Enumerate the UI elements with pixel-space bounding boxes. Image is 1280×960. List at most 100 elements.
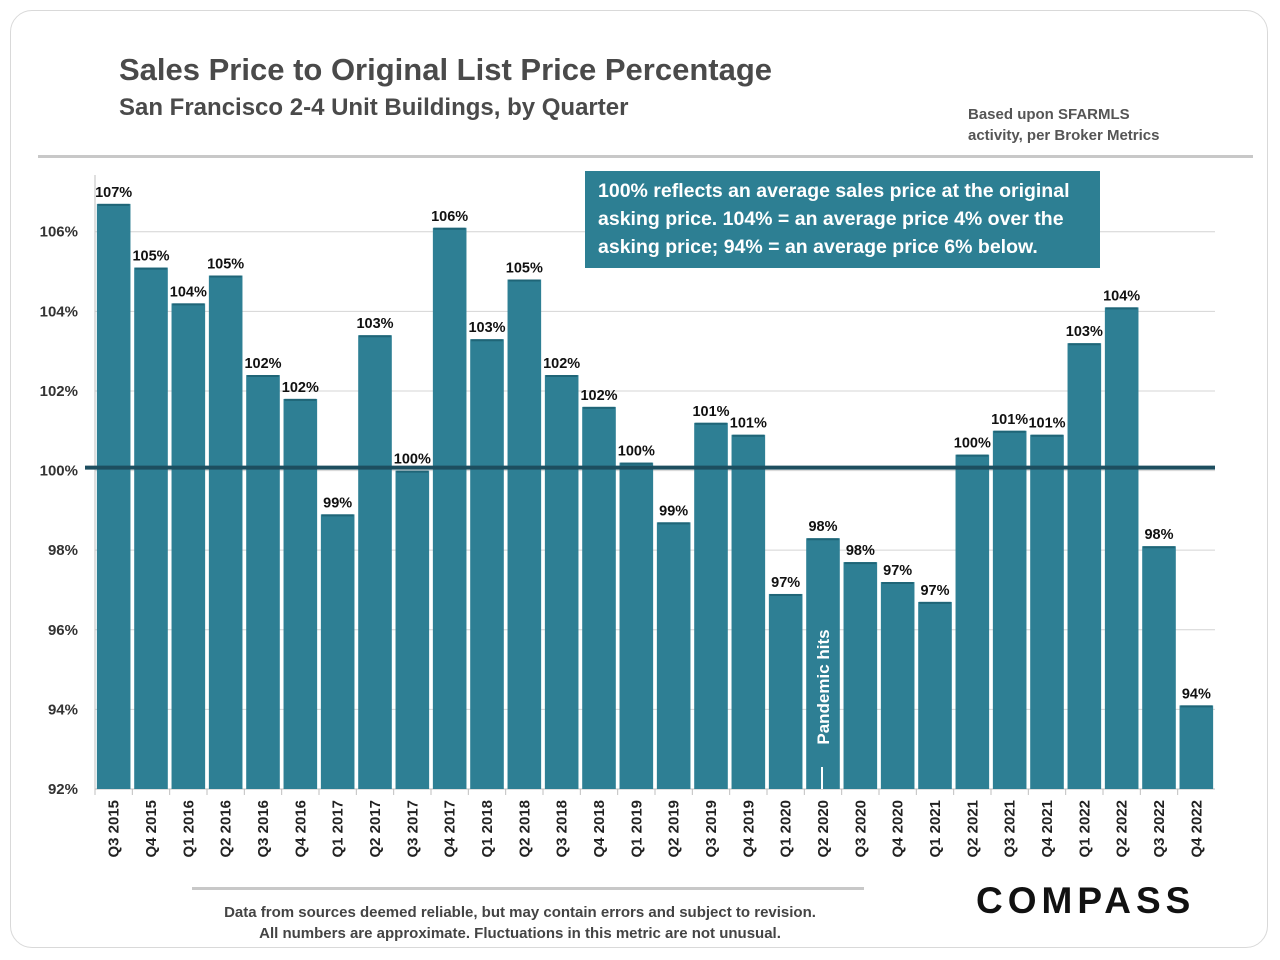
bar	[656, 522, 691, 789]
data-label: 106%	[431, 209, 468, 225]
bar	[320, 514, 355, 789]
bar	[955, 454, 990, 789]
x-tick-label: Q1 2018	[479, 800, 496, 858]
x-tick-label: Q1 2020	[778, 800, 795, 858]
bar	[432, 227, 467, 789]
y-tick-label: 104%	[40, 303, 78, 320]
data-label: 97%	[771, 575, 800, 591]
data-label: 105%	[132, 249, 169, 265]
x-tick-label: Q4 2016	[292, 800, 309, 858]
x-tick-label: Q4 2018	[591, 800, 608, 858]
source-note: Based upon SFARMLS activity, per Broker …	[968, 104, 1228, 146]
header-divider	[38, 155, 1253, 158]
x-tick-label: Q2 2022	[1114, 800, 1131, 858]
bar	[134, 267, 168, 790]
x-tick-label: Q4 2022	[1188, 800, 1205, 858]
bar	[283, 398, 318, 789]
x-tick-label: Q3 2021	[1002, 800, 1019, 858]
x-tick-label: Q1 2016	[180, 800, 197, 858]
bar	[1179, 705, 1214, 789]
bar	[208, 275, 243, 789]
bar	[1030, 434, 1064, 789]
bar	[246, 375, 280, 789]
x-tick-label: Q3 2016	[255, 800, 272, 858]
explanation-callout: 100% reflects an average sales price at …	[585, 171, 1100, 268]
callout-line: asking price. 104% = an average price 4%…	[598, 208, 1064, 230]
bar	[96, 203, 131, 790]
x-tick-label: Q4 2017	[442, 800, 459, 858]
data-label: 98%	[808, 519, 837, 535]
annotation-background	[812, 616, 834, 758]
bar	[619, 462, 654, 789]
data-label: 101%	[692, 404, 729, 420]
bar	[1142, 546, 1176, 789]
bar	[171, 303, 206, 789]
x-tick-label: Q3 2017	[404, 800, 421, 858]
data-label: 103%	[356, 316, 393, 332]
bar	[768, 593, 803, 789]
x-tick-label: Q3 2022	[1151, 800, 1168, 858]
y-tick-label: 94%	[48, 701, 78, 718]
x-tick-label: Q4 2021	[1039, 800, 1056, 858]
data-label: 102%	[580, 388, 617, 404]
bar	[1104, 307, 1139, 789]
data-label: 100%	[618, 444, 655, 460]
callout-line: asking price; 94% = an average price 6% …	[598, 236, 1038, 258]
bar	[1067, 343, 1102, 789]
data-label: 104%	[170, 284, 207, 300]
bar	[470, 339, 504, 789]
bar	[880, 582, 915, 789]
bar	[843, 562, 878, 789]
x-tick-label: Q4 2020	[890, 800, 907, 858]
x-tick-label: Q1 2019	[628, 800, 645, 858]
x-tick-label: Q2 2017	[367, 800, 384, 858]
disclaimer-line: All numbers are approximate. Fluctuation…	[259, 925, 781, 942]
bar	[582, 406, 616, 789]
y-tick-label: 106%	[40, 224, 78, 241]
compass-logo: COMPASS	[976, 880, 1196, 921]
bar	[544, 375, 579, 789]
x-tick-label: Q2 2020	[815, 800, 832, 858]
data-label: 102%	[244, 356, 281, 372]
data-label: 98%	[1144, 527, 1173, 543]
disclaimer-line: Data from sources deemed reliable, but m…	[224, 904, 816, 921]
y-tick-label: 102%	[40, 383, 78, 400]
data-label: 100%	[394, 452, 431, 468]
source-note-line: Based upon SFARMLS	[968, 106, 1130, 123]
data-label: 101%	[991, 412, 1028, 428]
x-tick-label: Q2 2021	[964, 800, 981, 858]
callout-line: 100% reflects an average sales price at …	[598, 180, 1070, 202]
bar	[694, 422, 728, 789]
x-tick-label: Q2 2016	[218, 800, 235, 858]
data-label: 103%	[1066, 324, 1103, 340]
y-tick-label: 100%	[40, 463, 78, 480]
y-axis-ticks: 92% 94% 96% 98% 100% 102% 104% 106%	[40, 224, 78, 798]
data-labels: 107%105%104%105%102%102%99%103%100%106%1…	[95, 185, 1211, 703]
footer-divider	[192, 887, 864, 890]
data-label: 103%	[468, 320, 505, 336]
data-label: 99%	[323, 495, 352, 511]
source-note-line: activity, per Broker Metrics	[968, 127, 1160, 144]
annotation-layer: Pandemic hits	[812, 616, 834, 789]
x-tick-label: Q3 2018	[554, 800, 571, 858]
data-label: 105%	[506, 261, 543, 277]
data-label: 99%	[659, 503, 688, 519]
data-label: 97%	[883, 563, 912, 579]
data-label: 98%	[846, 543, 875, 559]
x-tick-label: Q3 2020	[852, 800, 869, 858]
data-label: 101%	[730, 416, 767, 432]
data-label: 94%	[1182, 686, 1211, 702]
disclaimer: Data from sources deemed reliable, but m…	[150, 902, 890, 944]
data-label: 105%	[207, 257, 244, 273]
y-tick-label: 92%	[48, 781, 78, 798]
bars	[96, 203, 1214, 790]
x-tick-label: Q1 2017	[330, 800, 347, 858]
bar	[731, 434, 766, 789]
x-tick-label: Q2 2019	[666, 800, 683, 858]
x-tick-label: Q2 2018	[516, 800, 533, 858]
pandemic-annotation: Pandemic hits	[814, 629, 833, 744]
y-tick-label: 98%	[48, 542, 78, 559]
chart-subtitle: San Francisco 2-4 Unit Buildings, by Qua…	[119, 94, 629, 121]
x-tick-label: Q3 2019	[703, 800, 720, 858]
